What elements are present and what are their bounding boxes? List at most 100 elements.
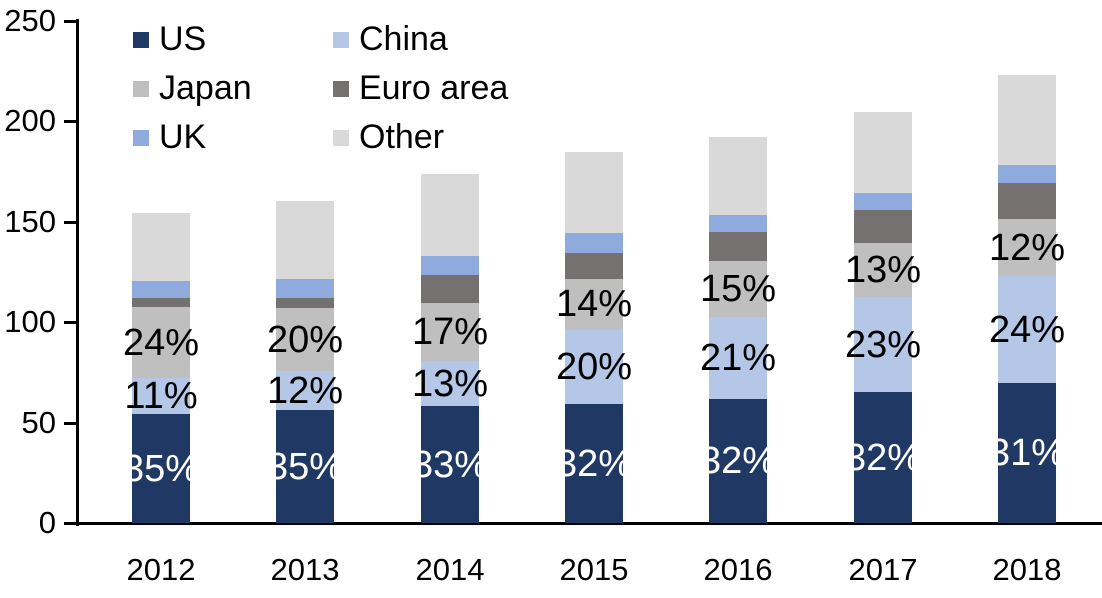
- legend-label: Other: [359, 118, 445, 156]
- bar-2013-japan: 20%: [267, 307, 343, 372]
- segment-data-label: 31%: [988, 432, 1066, 475]
- y-axis-tick: [64, 20, 76, 23]
- legend-item-euro-area: Euro area: [333, 69, 508, 108]
- bar-2013-uk: [276, 278, 334, 298]
- bar-2012-china: 11%: [124, 377, 197, 415]
- segment-data-label: 32%: [844, 436, 922, 479]
- y-axis-tick: [64, 120, 76, 123]
- bar-2014-japan: 17%: [412, 302, 488, 362]
- bar-2018-other: [998, 74, 1056, 166]
- bar-2016-china: 21%: [700, 316, 776, 400]
- x-axis-label: 2012: [126, 552, 196, 587]
- y-axis-tick: [64, 422, 76, 425]
- segment-data-label: 32%: [699, 440, 777, 483]
- bar-2018-euro-area: [998, 183, 1056, 220]
- legend-item-china: China: [333, 20, 508, 59]
- segment-data-label: 14%: [555, 283, 633, 326]
- y-axis-tick: [64, 221, 76, 224]
- x-axis-label: 2017: [848, 552, 918, 587]
- x-axis-label: 2014: [415, 552, 485, 587]
- bar-2013-other: [276, 201, 334, 279]
- bar-2018-china: 24%: [989, 275, 1065, 384]
- bar-2012-us: 35%: [123, 414, 199, 523]
- y-axis-tick-label: 150: [4, 204, 56, 239]
- y-axis-tick-label: 250: [4, 3, 56, 38]
- segment-data-label: 21%: [699, 337, 777, 380]
- legend-item-japan: Japan: [133, 69, 333, 108]
- legend-label: UK: [159, 118, 207, 156]
- bar-2017-uk: [854, 193, 912, 211]
- bar-2016-other: [709, 137, 767, 216]
- bar-2015-uk: [565, 232, 623, 253]
- legend-swatch-icon: [133, 129, 149, 146]
- legend-label: Euro area: [359, 69, 509, 107]
- bar-2013-euro-area: [276, 297, 334, 308]
- bar-2015-us: 32%: [556, 404, 632, 523]
- bar-2015-japan: 14%: [556, 278, 632, 331]
- bar-2012-uk: [132, 280, 190, 298]
- segment-data-label: 12%: [266, 369, 344, 412]
- bar-2018-uk: [998, 165, 1056, 184]
- segment-data-label: 17%: [411, 311, 489, 354]
- bar-2014-us: 33%: [412, 406, 488, 523]
- bar-2016-us: 32%: [700, 399, 776, 523]
- y-axis-tick-label: 50: [21, 405, 56, 440]
- x-axis-label: 2016: [703, 552, 773, 587]
- segment-data-label: 13%: [844, 248, 922, 291]
- y-axis-line: [76, 19, 79, 526]
- bar-2014-china: 13%: [412, 361, 488, 407]
- segment-data-label: 15%: [699, 267, 777, 310]
- x-axis-label: 2015: [559, 552, 629, 587]
- bar-2014-other: [421, 174, 479, 256]
- legend: US China Japan Euro area UK Other: [133, 15, 508, 162]
- legend-swatch-icon: [333, 31, 349, 48]
- bar-2015-china: 20%: [556, 330, 632, 405]
- segment-data-label: 33%: [411, 443, 489, 486]
- bar-2012-japan: 24%: [123, 306, 199, 379]
- legend-item-us: US: [133, 20, 333, 59]
- y-axis-tick: [64, 522, 76, 525]
- bar-2018-us: 31%: [989, 383, 1065, 523]
- segment-data-label: 35%: [266, 445, 344, 488]
- y-axis-tick: [64, 321, 76, 324]
- segment-data-label: 23%: [844, 323, 922, 366]
- x-axis-label: 2018: [992, 552, 1062, 587]
- bar-2014-uk: [421, 255, 479, 275]
- segment-data-label: 12%: [988, 226, 1066, 269]
- legend-label: US: [159, 20, 207, 58]
- bar-2012-euro-area: [132, 297, 190, 307]
- x-axis-line: [73, 522, 1102, 525]
- bar-2015-other: [565, 152, 623, 233]
- segment-data-label: 13%: [411, 362, 489, 405]
- y-axis-tick-label: 0: [38, 505, 56, 540]
- legend-swatch-icon: [133, 80, 149, 97]
- legend-label: Japan: [159, 69, 252, 107]
- segment-data-label: 32%: [555, 442, 633, 485]
- bar-2017-other: [854, 111, 912, 194]
- bar-2017-japan: 13%: [845, 242, 921, 297]
- segment-data-label: 35%: [122, 447, 200, 490]
- legend-swatch-icon: [333, 80, 349, 97]
- bar-2016-euro-area: [709, 231, 767, 261]
- segment-data-label: 20%: [266, 318, 344, 361]
- segment-data-label: 20%: [555, 346, 633, 389]
- bar-2014-euro-area: [421, 274, 479, 303]
- bar-2017-us: 32%: [845, 392, 921, 523]
- bar-2018-japan: 12%: [989, 219, 1065, 276]
- bar-2016-uk: [709, 215, 767, 232]
- legend-item-other: Other: [333, 118, 508, 157]
- bar-2012-other: [132, 213, 190, 281]
- legend-label: China: [359, 20, 448, 58]
- bar-2016-japan: 15%: [700, 260, 776, 317]
- legend-swatch-icon: [133, 31, 149, 48]
- segment-data-label: 11%: [124, 375, 198, 418]
- bar-2013-us: 35%: [267, 410, 343, 523]
- segment-data-label: 24%: [122, 321, 200, 364]
- bar-2017-china: 23%: [845, 296, 921, 393]
- bar-2015-euro-area: [565, 252, 623, 279]
- x-axis-label: 2013: [270, 552, 340, 587]
- segment-data-label: 24%: [988, 308, 1066, 351]
- y-axis-tick-label: 200: [4, 103, 56, 138]
- y-axis-tick-label: 100: [4, 304, 56, 339]
